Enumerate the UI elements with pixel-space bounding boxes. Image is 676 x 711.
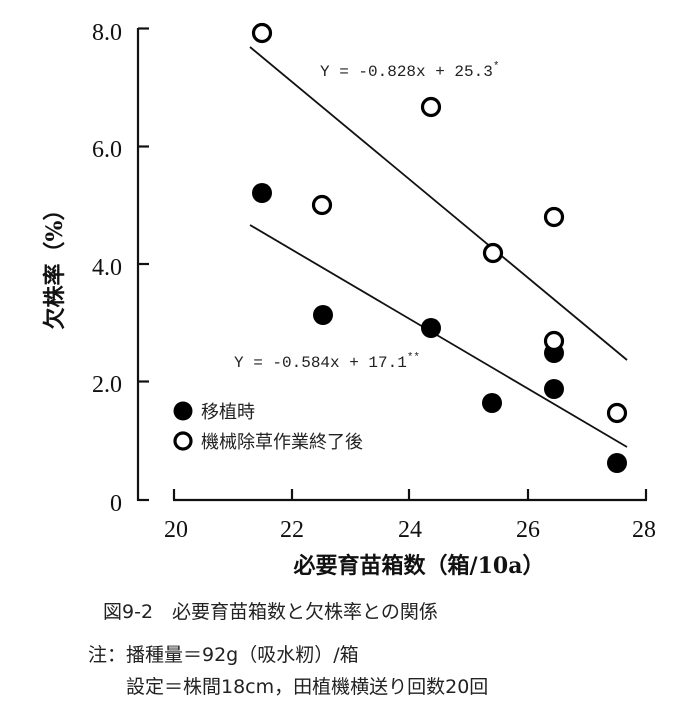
y-tick-label: 4.0 [92, 255, 122, 281]
data-point-open [420, 96, 442, 118]
x-tick-labels: 20 22 24 26 28 [164, 517, 656, 543]
legend-filled-circle-icon [173, 401, 193, 421]
scatter-chart: 8.0 6.0 4.0 2.0 0 欠株率（%） 20 22 24 26 28 … [42, 20, 656, 579]
regression-line-filled [249, 224, 628, 448]
x-tick-label: 22 [280, 517, 304, 543]
data-point-open [251, 22, 273, 44]
equation-upper: Y = -0.828x + 25.3* [320, 61, 499, 81]
y-axis-title: 欠株率（%） [42, 199, 68, 330]
series-open-points [251, 22, 628, 424]
legend: 移植時 機械除草作業終了後 [173, 401, 363, 453]
data-point-filled [421, 318, 441, 338]
legend-open-circle-icon [173, 431, 193, 451]
figure-caption: 図9-2 必要育苗箱数と欠株率との関係 [103, 601, 438, 623]
series-filled-points [252, 183, 627, 473]
y-tick-label: 6.0 [92, 137, 122, 163]
x-axis [172, 489, 648, 502]
data-point-open [606, 402, 628, 424]
figure-note-line2: 設定＝株間18cm，田植機横送り回数20回 [88, 676, 489, 698]
legend-label-filled: 移植時 [201, 402, 255, 423]
figure-note-line1: 注：播種量＝92g（吸水籾）/箱 [88, 644, 359, 666]
equation-lower: Y = -0.584x + 17.1** [234, 352, 420, 372]
data-point-filled [313, 305, 333, 325]
data-point-filled [544, 379, 564, 399]
x-axis-title: 必要育苗箱数（箱/10a） [294, 553, 545, 579]
y-tick-label: 2.0 [92, 372, 122, 398]
x-tick-label: 26 [516, 517, 540, 543]
data-point-open [482, 242, 504, 264]
y-axis [136, 27, 149, 502]
data-point-open [543, 206, 565, 228]
legend-label-open: 機械除草作業終了後 [201, 432, 363, 453]
y-tick-label: 8.0 [92, 20, 122, 46]
y-tick-label: 0 [110, 491, 122, 517]
data-point-filled [607, 453, 627, 473]
regression-line-open [249, 46, 628, 361]
data-point-filled [252, 183, 272, 203]
y-tick-labels: 8.0 6.0 4.0 2.0 0 [92, 20, 122, 517]
x-tick-label: 24 [398, 517, 422, 543]
data-point-open [311, 194, 333, 216]
data-point-filled [482, 393, 502, 413]
x-tick-label: 28 [632, 517, 656, 543]
x-tick-label: 20 [164, 517, 188, 543]
data-point-open [543, 330, 565, 352]
